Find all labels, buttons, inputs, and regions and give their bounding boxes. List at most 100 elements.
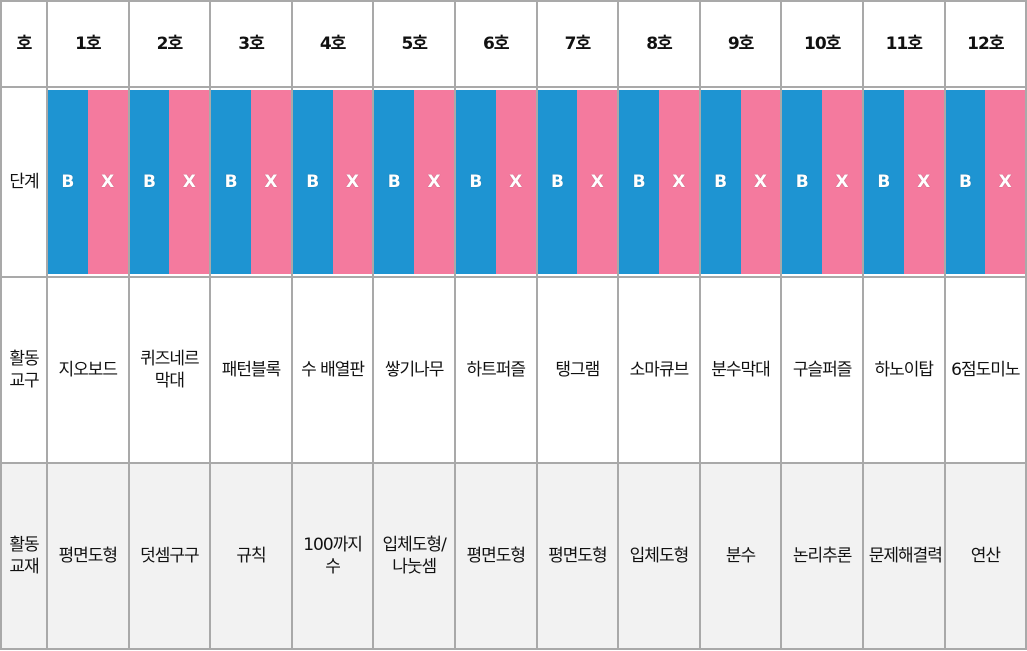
stage-b-block: B — [863, 90, 904, 274]
unit-row-label: 호 — [0, 0, 48, 88]
unit-header-text: 2호 — [156, 34, 183, 54]
tool-text: 하노이탑 — [874, 360, 934, 380]
unit-header-text: 8호 — [646, 34, 672, 54]
tool-text: 수 배열판 — [301, 360, 365, 380]
book-text: 논리추론 — [792, 546, 853, 566]
book-text: 문제해결력 — [868, 546, 943, 566]
unit-header-cell: 2호 — [127, 0, 212, 88]
tool-cell: 지오보드 — [46, 276, 130, 464]
unit-header-text: 3호 — [238, 34, 264, 54]
unit-header-text: 5호 — [401, 34, 427, 54]
tool-text: 6점도미노 — [951, 360, 1020, 380]
unit-header-cell: 10호 — [780, 0, 864, 88]
book-cell: 논리추론 — [780, 462, 864, 650]
unit-header-text: 1호 — [75, 34, 101, 54]
stage-b-block: B — [945, 90, 986, 274]
tool-row-label: 활동 교구 — [0, 276, 48, 464]
tool-text: 지오보드 — [58, 360, 119, 380]
book-text: 평면도형 — [58, 546, 119, 566]
tool-text: 쌓기나무 — [384, 360, 445, 380]
stage-b-block: B — [374, 90, 415, 274]
stage-b-block: B — [455, 90, 496, 274]
book-text: 덧셈구구 — [140, 546, 200, 566]
book-cell: 평면도형 — [46, 462, 130, 650]
book-cell: 연산 — [943, 462, 1027, 650]
stage-x-block: X — [250, 90, 291, 274]
tool-cell: 분수막대 — [698, 276, 783, 464]
stage-b-block: B — [292, 90, 333, 274]
book-text: 100까지 수 — [303, 535, 363, 577]
tool-text: 소마큐브 — [629, 360, 690, 380]
book-cell: 문제해결력 — [861, 462, 946, 650]
stage-b-block: B — [48, 90, 88, 274]
book-cell: 덧셈구구 — [127, 462, 212, 650]
tool-text: 퀴즈네르 막대 — [140, 349, 200, 391]
unit-header-text: 10호 — [803, 34, 841, 54]
book-label-line2: 교재 — [9, 557, 39, 577]
stage-x-block: X — [87, 90, 128, 274]
unit-header-text: 11호 — [885, 34, 923, 54]
unit-header-cell: 11호 — [861, 0, 946, 88]
book-text: 평면도형 — [548, 546, 608, 566]
tool-cell: 패턴블록 — [209, 276, 293, 464]
stage-label-text: 단계 — [9, 172, 39, 192]
header-row: 호 1호 2호 3호 4호 5호 6호 7호 8호 9호 10호 11호 12호 — [0, 0, 1027, 88]
unit-header-cell: 12호 — [943, 0, 1027, 88]
book-label-line1: 활동 — [9, 535, 39, 555]
unit-header-text: 12호 — [967, 34, 1004, 54]
stage-x-block: X — [985, 90, 1026, 274]
unit-header-text: 7호 — [564, 34, 591, 54]
book-text: 입체도형 — [629, 546, 690, 566]
book-text: 규칙 — [236, 546, 266, 566]
stage-x-block: X — [414, 90, 454, 274]
stage-b-block: B — [782, 90, 823, 274]
stage-x-block: X — [495, 90, 536, 274]
tool-cell: 하노이탑 — [861, 276, 946, 464]
stage-b-block: B — [619, 90, 659, 274]
unit-header-cell: 8호 — [617, 0, 701, 88]
stage-b-block: B — [211, 90, 251, 274]
unit-header-cell: 4호 — [290, 0, 375, 88]
unit-label-text: 호 — [16, 34, 33, 54]
tool-row: 활동 교구 지오보드 퀴즈네르 막대 패턴블록 수 배열판 쌓기나무 하트퍼즐 탱그램 소마큐… — [0, 276, 1027, 464]
unit-header-text: 9호 — [727, 34, 754, 54]
stage-x-block: X — [577, 90, 618, 274]
stage-x-block: X — [332, 90, 373, 274]
tool-cell: 수 배열판 — [290, 276, 375, 464]
stage-x-block: X — [658, 90, 699, 274]
book-row: 활동 교재 평면도형 덧셈구구 규칙 100까지 수 입체도형/나눗셈 평면도형 평면도형 입… — [0, 462, 1027, 650]
stage-b-block: B — [129, 90, 170, 274]
stage-x-block: X — [903, 90, 944, 274]
tool-text: 하트퍼즐 — [466, 360, 526, 380]
tool-cell: 퀴즈네르 막대 — [127, 276, 212, 464]
unit-header-cell: 7호 — [535, 0, 620, 88]
tool-text: 탱그램 — [555, 360, 600, 380]
tool-text: 구슬퍼즐 — [792, 360, 853, 380]
tool-text: 패턴블록 — [221, 360, 282, 380]
stage-b-block: B — [700, 90, 741, 274]
unit-header-cell: 5호 — [372, 0, 456, 88]
book-cell: 입체도형/나눗셈 — [372, 462, 456, 650]
